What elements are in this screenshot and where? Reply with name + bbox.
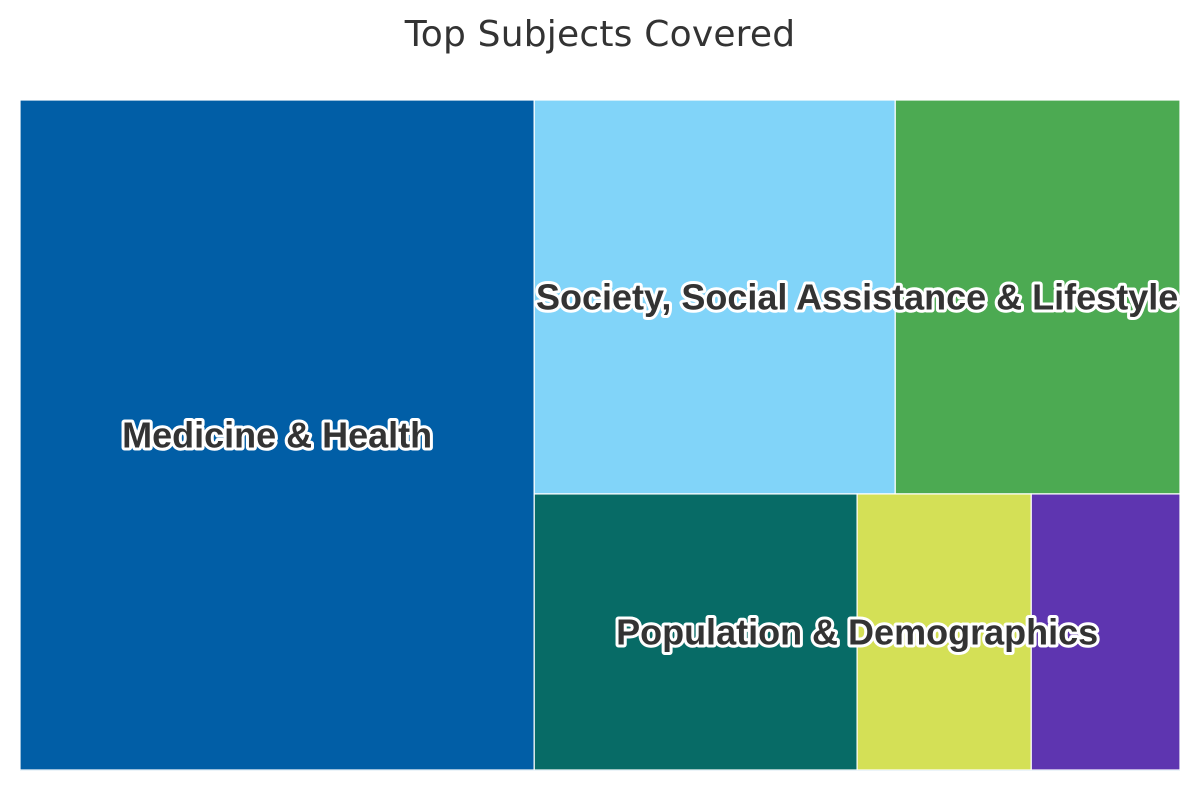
group-label-1: Society, Social Assistance & Lifestyle — [536, 276, 1178, 317]
group-label-0: Medicine & Health — [122, 415, 432, 456]
chart-title: Top Subjects Covered — [404, 14, 796, 55]
treemap-labels: Medicine & Health Society, Social Assista… — [119, 273, 1181, 655]
treemap-cell-0-0[interactable] — [19, 99, 535, 771]
treemap-cells — [19, 99, 1181, 771]
treemap-cell-2-1[interactable] — [856, 493, 1032, 771]
treemap-cell-2-0[interactable] — [533, 493, 858, 771]
treemap-cell-2-2[interactable] — [1030, 493, 1181, 771]
group-label-2: Population & Demographics — [616, 611, 1098, 652]
treemap-cell-1-1[interactable] — [894, 99, 1181, 495]
